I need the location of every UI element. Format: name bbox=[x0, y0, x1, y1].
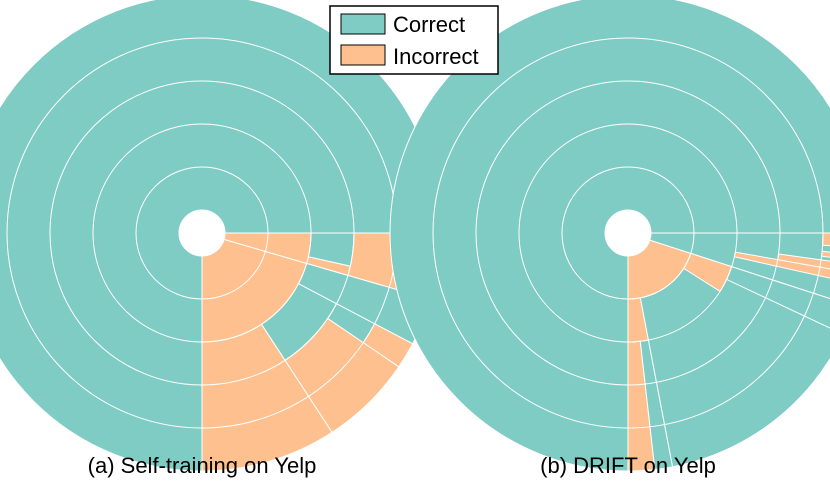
legend-swatch-incorrect bbox=[340, 44, 386, 66]
ring-boundary bbox=[518, 123, 738, 343]
ring-boundary bbox=[135, 166, 269, 300]
caption-b: (b) DRIFT on Yelp bbox=[540, 453, 716, 478]
ring-boundary bbox=[92, 123, 312, 343]
ring-boundary bbox=[475, 80, 781, 386]
center-hole bbox=[605, 210, 651, 256]
legend-swatch-correct bbox=[340, 13, 386, 35]
ring-boundary bbox=[432, 37, 824, 429]
legend-label-correct: Correct bbox=[393, 12, 465, 37]
legend-label-incorrect: Incorrect bbox=[393, 44, 479, 69]
ring-boundary bbox=[49, 80, 355, 386]
center-hole bbox=[179, 210, 225, 256]
legend: Correct Incorrect bbox=[329, 5, 499, 75]
ring-boundary bbox=[561, 166, 695, 300]
caption-a: (a) Self-training on Yelp bbox=[88, 453, 317, 478]
sunburst-chart-b bbox=[389, 0, 830, 472]
sunburst-wedge-incorrect bbox=[822, 232, 830, 247]
sunburst-chart-a bbox=[0, 0, 441, 472]
